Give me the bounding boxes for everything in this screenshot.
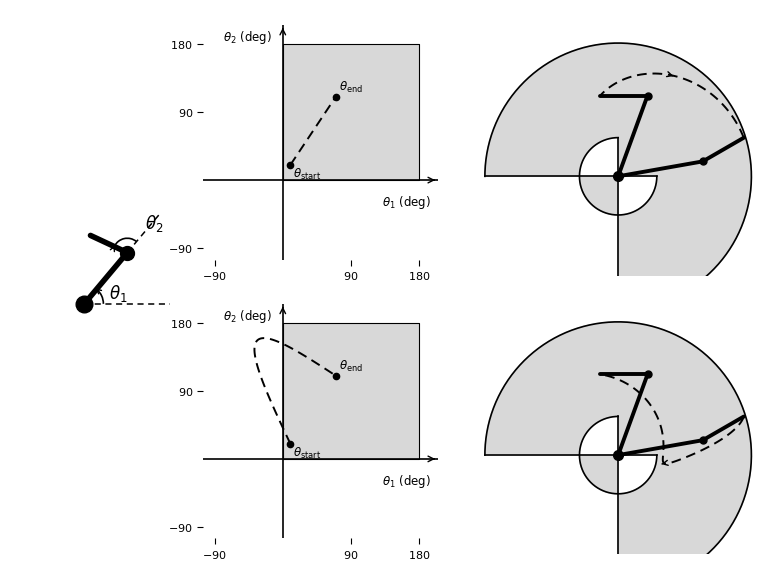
Text: $\theta_1$ (deg): $\theta_1$ (deg) <box>382 472 430 489</box>
Polygon shape <box>485 43 752 310</box>
Polygon shape <box>283 44 419 180</box>
Text: $\theta_{\rm start}$: $\theta_{\rm start}$ <box>293 167 321 182</box>
Text: $\theta_{\rm end}$: $\theta_{\rm end}$ <box>339 359 363 374</box>
Polygon shape <box>283 323 419 459</box>
Polygon shape <box>485 322 752 569</box>
Text: $\theta_1$: $\theta_1$ <box>109 283 127 304</box>
Text: $\theta_1$ (deg): $\theta_1$ (deg) <box>382 193 430 211</box>
Text: $\theta_{\rm end}$: $\theta_{\rm end}$ <box>339 80 363 96</box>
Text: $\theta_2$ (deg): $\theta_2$ (deg) <box>223 28 271 46</box>
Text: $\theta_2$ (deg): $\theta_2$ (deg) <box>223 307 271 324</box>
Text: $\theta_{\rm start}$: $\theta_{\rm start}$ <box>293 446 321 461</box>
Text: $\theta_2$: $\theta_2$ <box>145 213 164 234</box>
